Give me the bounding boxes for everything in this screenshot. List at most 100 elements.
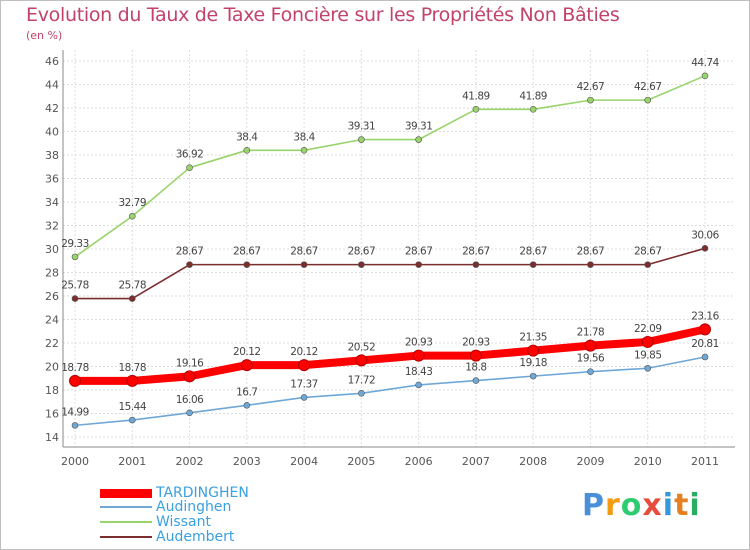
- data-point: [529, 372, 537, 380]
- data-label: 30.06: [691, 229, 719, 241]
- data-label: 41.89: [519, 90, 547, 102]
- logo-letter: o: [620, 488, 643, 523]
- y-tick-label: 32: [45, 220, 59, 233]
- data-point: [126, 374, 139, 387]
- data-point: [186, 261, 193, 268]
- data-point: [587, 96, 594, 104]
- y-tick-label: 46: [45, 55, 59, 68]
- data-label: 41.89: [462, 90, 490, 102]
- data-label: 19.18: [519, 357, 547, 369]
- y-tick-label: 20: [45, 361, 59, 374]
- x-tick-label: 2005: [347, 455, 375, 468]
- y-tick-label: 36: [45, 173, 59, 186]
- x-tick-label: 2007: [462, 455, 490, 468]
- y-tick-label: 44: [45, 79, 59, 92]
- legend-swatch: [100, 521, 152, 523]
- logo-letter: i: [689, 488, 701, 523]
- data-point: [529, 105, 537, 113]
- x-tick-label: 2001: [118, 455, 146, 468]
- data-point: [415, 381, 422, 389]
- data-point: [701, 72, 709, 80]
- data-label: 32.79: [118, 197, 146, 209]
- data-label: 21.35: [519, 332, 547, 344]
- x-tick-label: 2011: [691, 455, 719, 468]
- data-point: [240, 359, 253, 372]
- data-point: [587, 261, 594, 268]
- legend-label: TARDINGHEN: [156, 485, 249, 501]
- data-point: [186, 164, 193, 171]
- data-point: [69, 374, 81, 387]
- data-point: [300, 147, 308, 154]
- data-point: [644, 96, 652, 104]
- data-point: [412, 349, 425, 362]
- data-point: [644, 364, 652, 372]
- series-lines: [69, 72, 711, 429]
- y-tick-label: 16: [45, 408, 59, 421]
- y-tick-label: 14: [45, 431, 59, 444]
- data-point: [243, 147, 251, 154]
- data-label: 42.67: [577, 81, 605, 93]
- data-label: 28.67: [348, 246, 376, 258]
- data-point: [355, 354, 368, 367]
- data-label: 42.67: [634, 81, 662, 93]
- data-point: [243, 261, 251, 268]
- data-point: [358, 389, 365, 397]
- data-label: 38.4: [293, 131, 315, 143]
- data-label: 18.8: [465, 362, 486, 374]
- y-tick-label: 18: [45, 384, 59, 397]
- data-point: [243, 401, 251, 409]
- data-label: 16.06: [176, 394, 204, 406]
- data-label: 16.7: [236, 386, 257, 398]
- data-point: [587, 368, 594, 375]
- data-label: 28.67: [176, 246, 204, 258]
- data-point: [128, 295, 136, 302]
- legend-swatch: [100, 506, 152, 508]
- data-label: 28.67: [634, 246, 662, 258]
- data-label: 19.56: [577, 353, 605, 365]
- chart-title: Evolution du Taux de Taxe Foncière sur l…: [26, 4, 620, 26]
- data-point: [183, 370, 196, 383]
- data-label: 19.85: [634, 349, 662, 361]
- data-label: 20.12: [290, 346, 318, 358]
- data-label: 22.09: [634, 323, 662, 335]
- series-line-audinghen: [74, 356, 706, 427]
- logo-letter: i: [662, 488, 675, 523]
- y-tick-label: 30: [45, 243, 59, 256]
- data-point: [701, 353, 709, 361]
- series-line-audembert: [74, 247, 706, 300]
- legend-swatch: [100, 488, 152, 498]
- data-point: [71, 295, 79, 302]
- legend-swatch: [100, 536, 152, 538]
- data-point: [584, 339, 597, 352]
- data-label: 36.92: [176, 149, 204, 161]
- data-point: [529, 261, 537, 268]
- data-label: 44.74: [691, 57, 719, 69]
- data-point: [358, 261, 365, 268]
- data-label: 39.31: [348, 121, 376, 133]
- legend-item-wissant: Wissant: [100, 514, 211, 530]
- data-label: 28.67: [290, 246, 318, 258]
- y-tick-label: 22: [45, 337, 59, 350]
- y-tick-label: 40: [45, 126, 59, 139]
- data-point: [699, 323, 711, 336]
- data-label: 28.67: [233, 246, 261, 258]
- x-tick-label: 2003: [233, 455, 261, 468]
- x-tick-label: 2010: [634, 455, 662, 468]
- y-tick-label: 38: [45, 149, 59, 162]
- data-label: 28.67: [519, 246, 547, 258]
- data-point: [186, 409, 193, 417]
- data-label: 17.72: [348, 374, 376, 386]
- data-label: 28.67: [405, 246, 433, 258]
- data-label: 38.4: [236, 131, 258, 143]
- data-label: 18.78: [61, 362, 89, 374]
- data-point: [415, 136, 422, 143]
- data-labels: 18.78 18.78 19.16 20.12 20.12 20.52 20.93 20.93…: [61, 57, 720, 419]
- y-tick-label: 26: [45, 290, 59, 303]
- y-tick-label: 42: [45, 102, 59, 115]
- data-label: 17.37: [290, 378, 318, 390]
- data-label: 39.31: [405, 121, 433, 133]
- data-point: [298, 359, 311, 372]
- line-chart: 14 16 18 20 22 24 26 28 30 32 34 36 38 40 42 44 46 2000 20…: [45, 50, 735, 468]
- data-label: 18.43: [405, 366, 433, 378]
